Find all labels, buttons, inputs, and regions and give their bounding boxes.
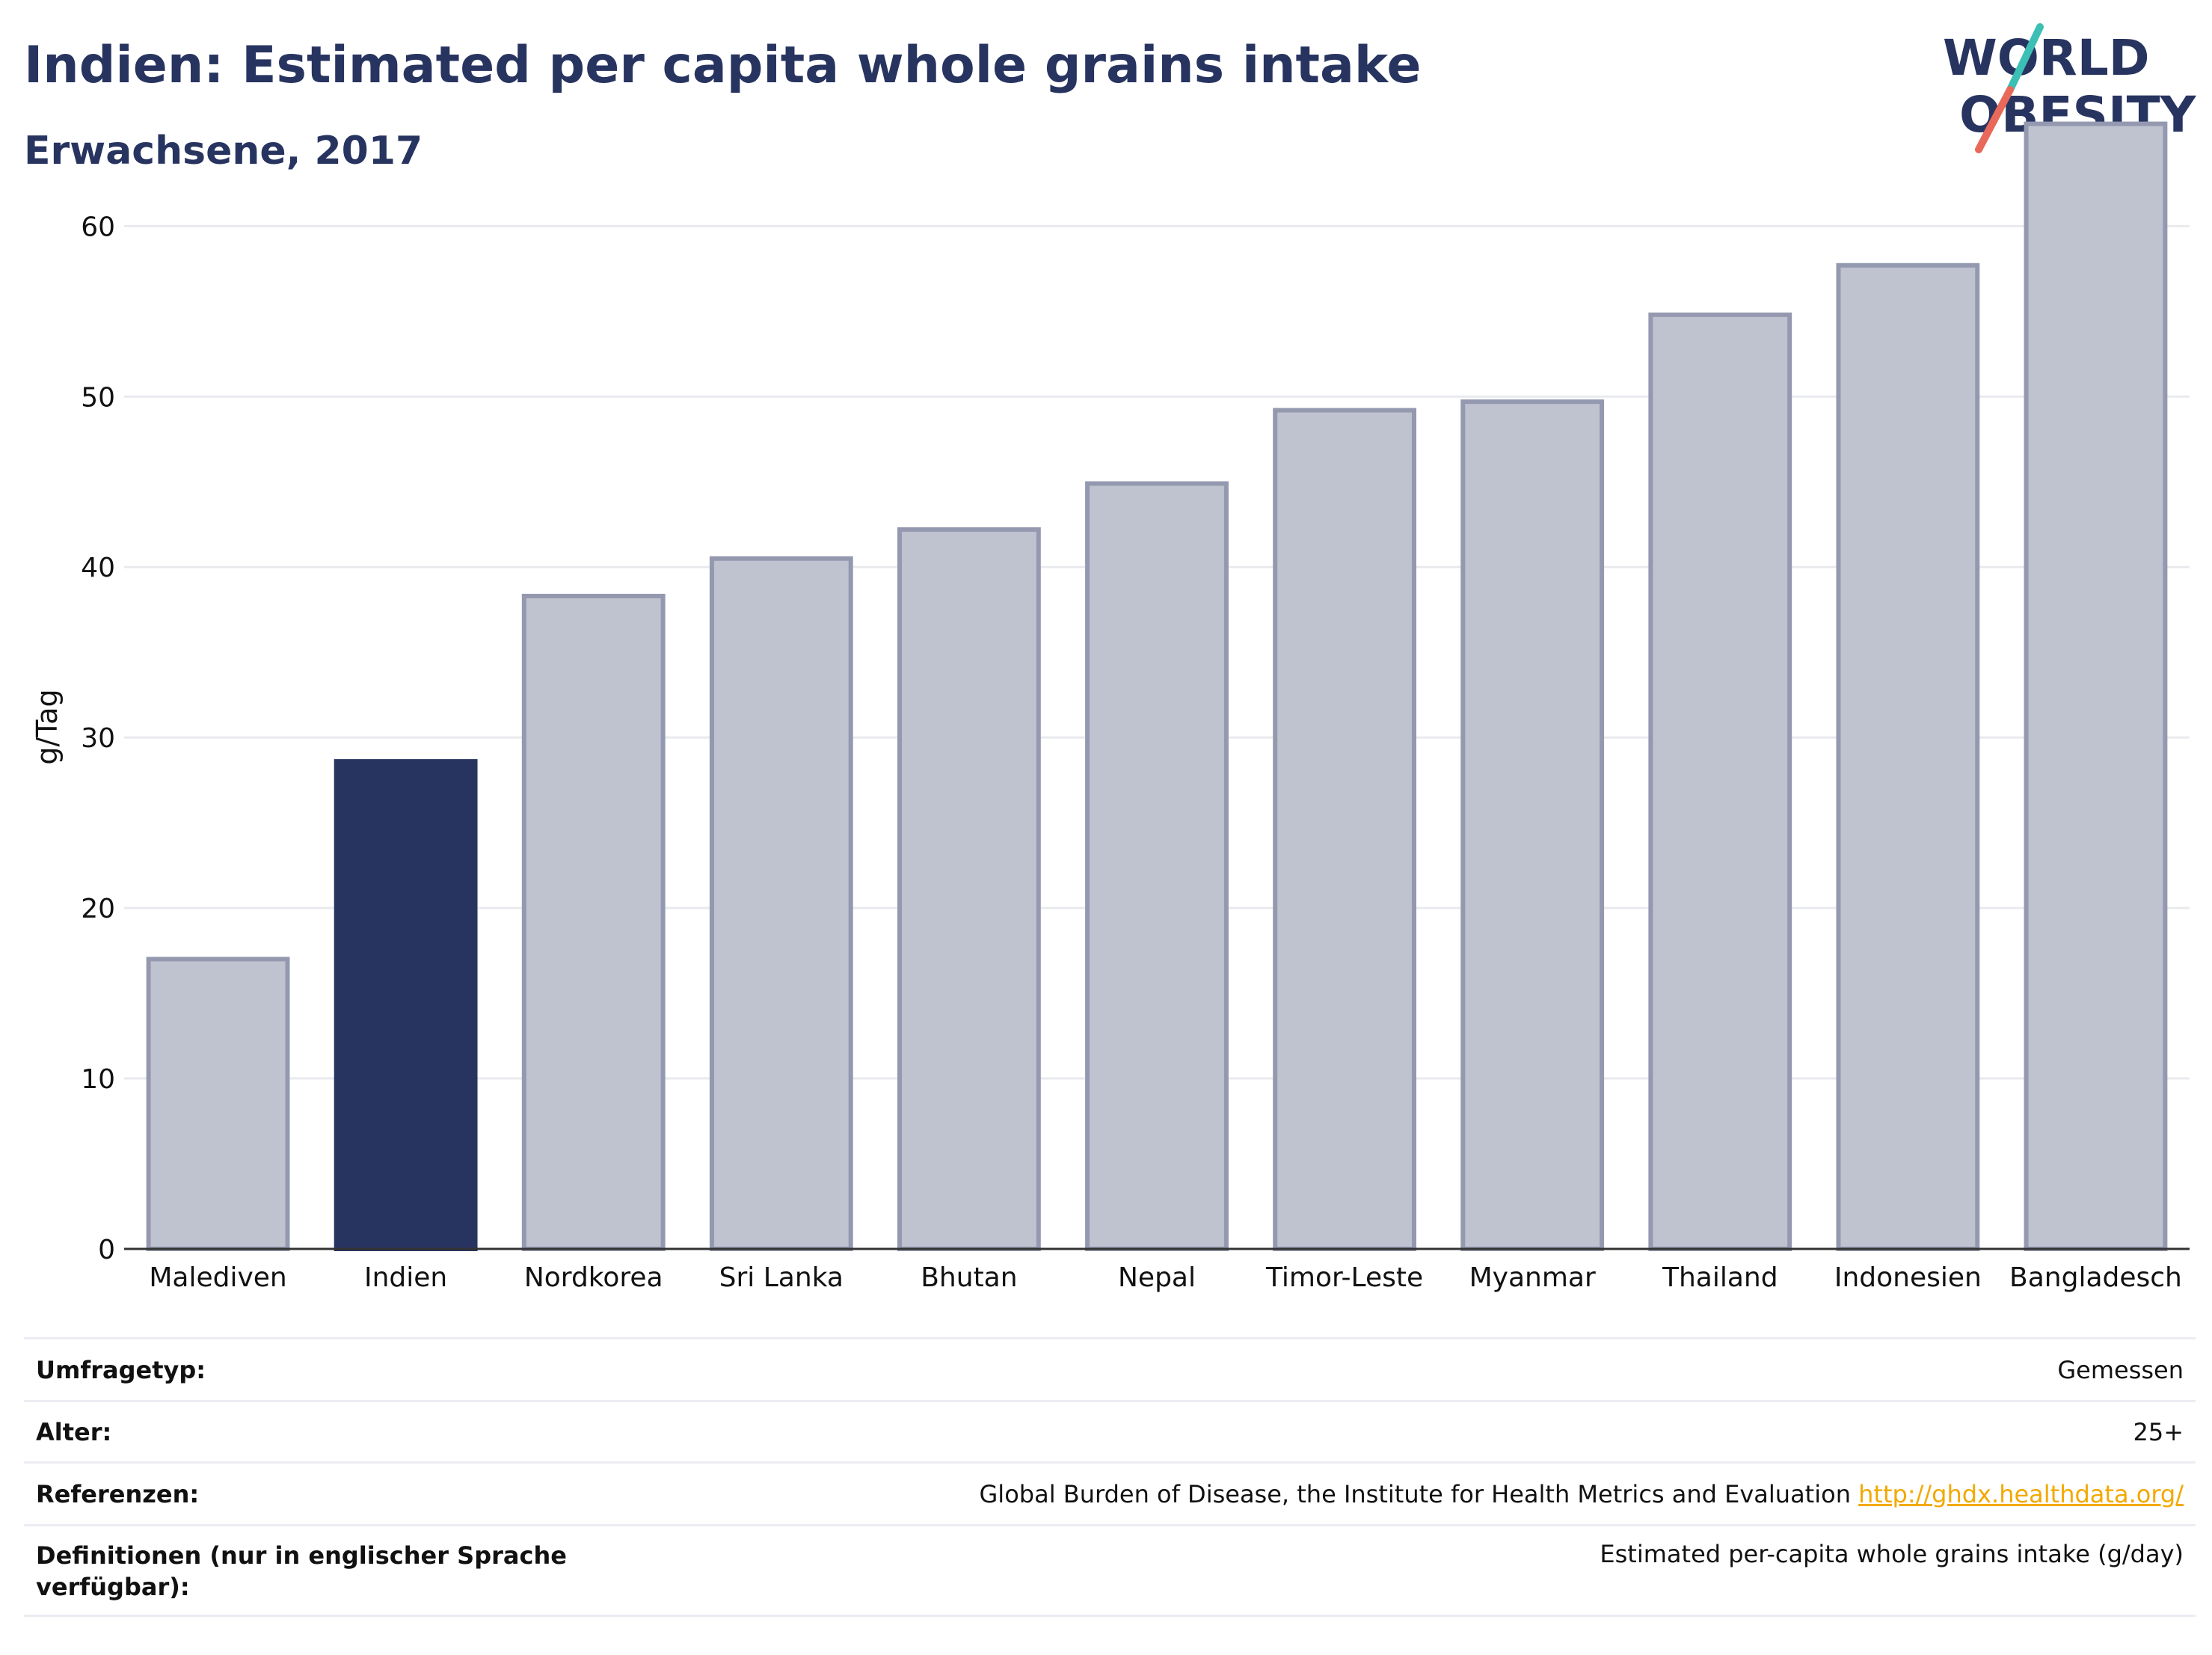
- info-label: Referenzen:: [36, 1479, 200, 1508]
- bar-indonesien: [1836, 262, 1980, 1251]
- x-tick-label: Nordkorea: [524, 1262, 663, 1293]
- bar-myanmar: [1460, 399, 1605, 1251]
- x-tick-label: Malediven: [149, 1262, 286, 1293]
- y-tick-label: 40: [81, 553, 115, 583]
- info-row-definitions: Definitionen (nur in englischer Sprache …: [24, 1524, 2196, 1617]
- bar-nordkorea: [521, 593, 666, 1251]
- bar-chart: 0 10 20 30 40 50 60 Malediven Indien Nordkorea Sr…: [31, 121, 2190, 1293]
- y-axis-label: g/Tag: [31, 689, 64, 764]
- bar-bhutan: [897, 527, 1041, 1251]
- y-tick-label: 30: [81, 723, 115, 754]
- info-value: Gemessen: [2057, 1355, 2184, 1384]
- y-tick-label: 0: [98, 1235, 115, 1265]
- info-label: Alter:: [36, 1417, 112, 1446]
- x-tick-label: Indonesien: [1834, 1262, 1982, 1293]
- x-tick-label: Myanmar: [1469, 1262, 1596, 1293]
- x-tick-label: Thailand: [1662, 1262, 1778, 1293]
- bar-thailand: [1648, 312, 1792, 1252]
- bar-nepal: [1085, 481, 1229, 1251]
- x-tick-label: Sri Lanka: [719, 1262, 844, 1293]
- x-tick-label: Bhutan: [921, 1262, 1017, 1293]
- x-tick-label: Bangladesch: [2009, 1262, 2182, 1293]
- bar-indien: [334, 759, 478, 1251]
- reference-text: Global Burden of Disease, the Institute …: [979, 1479, 1851, 1508]
- info-table: Umfragetyp: Gemessen Alter: 25+ Referenz…: [24, 1337, 2196, 1617]
- chart-subtitle: Erwachsene, 2017: [24, 129, 423, 174]
- bar-timor-leste: [1273, 408, 1416, 1251]
- logo-slash-teal: [2006, 23, 2044, 93]
- logo-slash-red: [1975, 86, 2014, 153]
- info-row-survey-type: Umfragetyp: Gemessen: [24, 1337, 2196, 1400]
- info-row-references: Referenzen: Global Burden of Disease, th…: [24, 1461, 2196, 1524]
- bar-malediven: [146, 957, 290, 1251]
- info-row-age: Alter: 25+: [24, 1400, 2196, 1461]
- bar-sri-lanka: [709, 556, 853, 1251]
- logo-text-world: WORLD: [1943, 29, 2150, 87]
- y-tick-label: 10: [81, 1064, 115, 1095]
- x-tick-label: Indien: [364, 1262, 447, 1293]
- reference-link[interactable]: http://ghdx.healthdata.org/: [1858, 1479, 2184, 1508]
- x-tick-label: Nepal: [1118, 1262, 1196, 1293]
- bar-bangladesch: [2024, 121, 2168, 1251]
- chart-title: Indien: Estimated per capita whole grain…: [24, 36, 1422, 95]
- info-value: 25+: [2133, 1417, 2184, 1446]
- y-tick-label: 60: [81, 212, 115, 242]
- y-tick-label: 50: [81, 382, 115, 413]
- info-label: Definitionen (nur in englischer Sprache …: [36, 1541, 567, 1601]
- y-tick-label: 20: [81, 894, 115, 924]
- info-value: Estimated per-capita whole grains intake…: [1600, 1540, 2184, 1568]
- x-tick-label: Timor-Leste: [1265, 1262, 1423, 1293]
- info-label: Umfragetyp:: [36, 1355, 206, 1384]
